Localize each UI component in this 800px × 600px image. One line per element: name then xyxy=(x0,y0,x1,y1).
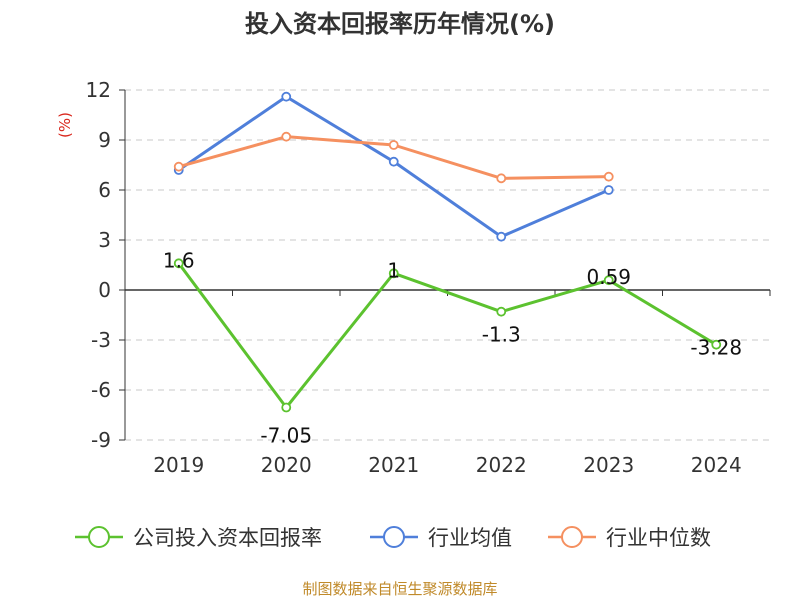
y-tick-label: -3 xyxy=(91,328,111,352)
series-layer xyxy=(173,91,722,413)
y-tick-label: 9 xyxy=(98,128,111,152)
data-point[interactable] xyxy=(173,258,184,269)
data-point[interactable] xyxy=(281,131,292,142)
legend-swatch-marker xyxy=(383,526,405,548)
legend-swatch-marker xyxy=(88,526,110,548)
x-tick-label: 2021 xyxy=(368,453,419,477)
x-tick-label: 2022 xyxy=(476,453,527,477)
axes: 12 9 6 3 0 -3 -6 -9 2019 2020 2021 2022 2023 2024 xyxy=(86,78,771,477)
y-tick-label: 3 xyxy=(98,228,111,252)
x-tick-label: 2020 xyxy=(261,453,312,477)
data-label: 1.6 xyxy=(163,248,195,272)
data-label: -7.05 xyxy=(260,424,312,448)
series-1 xyxy=(173,91,614,242)
x-tick-label: 2019 xyxy=(153,453,204,477)
data-point[interactable] xyxy=(388,156,399,167)
legend-label: 行业均值 xyxy=(428,526,512,550)
data-point[interactable] xyxy=(603,185,614,195)
legend-label: 公司投入资本回报率 xyxy=(133,526,322,550)
data-label: -3.28 xyxy=(690,336,742,360)
y-tick-label: 0 xyxy=(98,278,111,302)
y-tick-label: 6 xyxy=(98,178,111,202)
data-labels: 1.6 -7.05 1 -1.3 0.59 -3.28 xyxy=(163,248,742,447)
data-point[interactable] xyxy=(388,140,399,150)
data-point[interactable] xyxy=(496,231,507,242)
data-point[interactable] xyxy=(711,339,722,350)
data-point[interactable] xyxy=(281,91,292,102)
y-tick-label: 12 xyxy=(86,78,111,102)
gridlines xyxy=(125,89,770,441)
data-label: 0.59 xyxy=(586,265,631,289)
y-axis-unit-label: (%) xyxy=(56,112,74,138)
legend-swatch-marker xyxy=(561,526,583,548)
series-0 xyxy=(173,258,722,413)
x-tick-label: 2023 xyxy=(583,453,634,477)
data-point[interactable] xyxy=(603,171,614,182)
legend-item[interactable]: 行业均值 xyxy=(370,526,512,550)
legend-item[interactable]: 公司投入资本回报率 xyxy=(75,526,322,550)
data-point[interactable] xyxy=(603,275,614,286)
chart-title: 投入资本回报率历年情况(%) xyxy=(245,10,555,38)
series-line xyxy=(177,262,718,409)
source-note: 制图数据来自恒生聚源数据库 xyxy=(302,580,498,598)
data-point[interactable] xyxy=(388,268,399,279)
y-tick-label: -6 xyxy=(91,378,111,402)
legend-item[interactable]: 行业中位数 xyxy=(548,526,711,550)
data-point[interactable] xyxy=(496,306,507,317)
legend[interactable]: 公司投入资本回报率 行业均值 行业中位数 xyxy=(75,526,711,550)
data-point[interactable] xyxy=(496,173,507,184)
legend-label: 行业中位数 xyxy=(606,526,711,550)
y-tick-label: -9 xyxy=(91,428,111,452)
data-point[interactable] xyxy=(281,402,292,413)
data-point[interactable] xyxy=(173,161,184,172)
data-label: -1.3 xyxy=(482,323,521,347)
series-line xyxy=(177,95,610,239)
x-tick-label: 2024 xyxy=(691,453,742,477)
data-label: 1 xyxy=(387,258,400,282)
series-2 xyxy=(173,131,614,184)
